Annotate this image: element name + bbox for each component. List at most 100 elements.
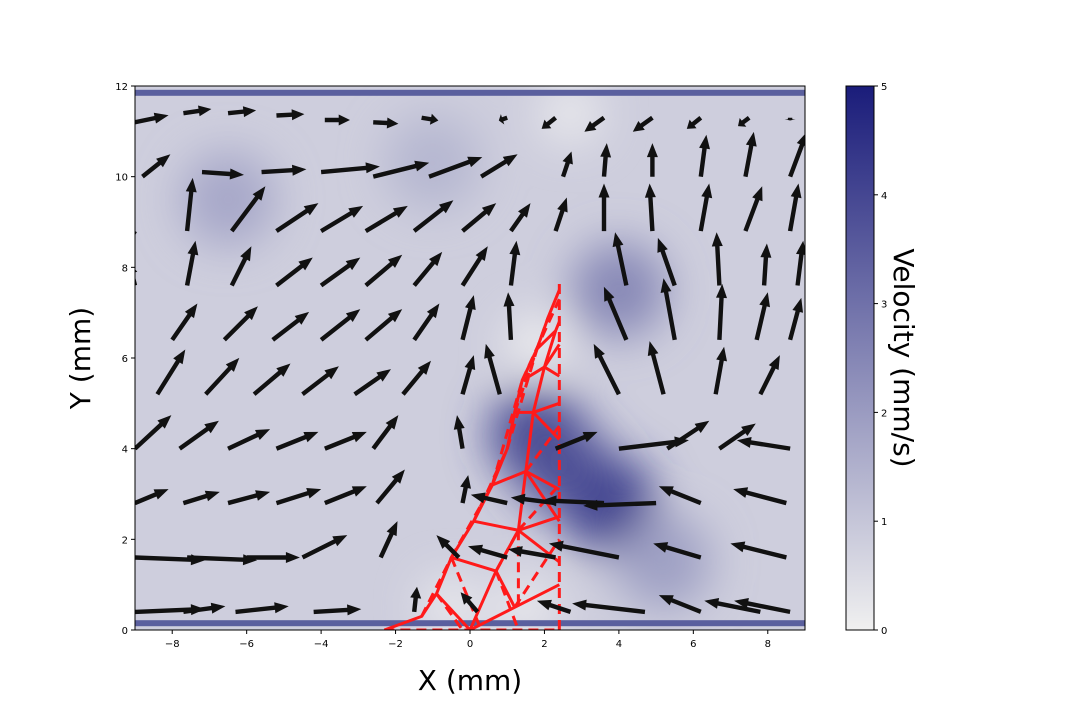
quiver-arrow [421,113,439,125]
x-axis-label: X (mm) [418,664,522,697]
quiver-arrow [666,420,710,451]
quiver-arrow [730,541,787,560]
overlay-solid-line [532,401,560,414]
colorbar-label: Velocity (mm/s) [887,248,920,467]
overlay-dashed-line [524,425,561,473]
quiver-arrow [498,114,508,125]
overlay-solid-line [543,343,561,368]
y-tick-label: 6 [122,354,128,365]
quiver-arrow [155,349,186,396]
quiver-arrow [276,109,305,121]
quiver-arrow [275,431,319,451]
quiver-arrow [301,366,339,396]
quiver-arrow [275,488,322,506]
quiver-arrow [229,246,252,287]
quiver-arrow [554,431,598,451]
x-tick-label: −2 [388,639,403,650]
quiver-arrow [743,131,757,178]
quiver-arrow [375,469,405,505]
channel-walls [135,89,805,627]
quiver-arrow [364,254,403,288]
quiver-arrow [572,599,646,615]
y-tick-label: 12 [115,82,128,93]
quiver-arrow [508,240,521,286]
quiver-arrow [704,598,761,614]
quiver-arrow [603,286,629,341]
quiver-arrow [743,186,763,232]
velocity-hotspot [384,115,481,212]
quiver-arrow [657,237,677,287]
velocity-lowspot [540,86,601,144]
quiver-arrow [711,232,723,286]
quiver-arrow [647,341,666,395]
quiver-arrow [364,309,403,342]
velocity-lowspot [495,577,556,630]
quiver-arrow [713,346,727,395]
quiver-arrow [470,492,508,506]
x-tick-label: −6 [239,639,254,650]
overlay-solid-line [524,470,561,523]
quiver-arrow [646,143,658,177]
quiver-arrow [484,343,502,395]
quiver-arrow [319,309,361,342]
x-tick-label: −8 [165,639,180,650]
quiver-arrow [301,535,348,560]
quiver-arrow [135,604,205,616]
quiver-arrow [371,415,399,450]
overlay-mesh [383,280,561,630]
quiver-arrow [252,363,291,396]
quiver-arrow [658,595,702,614]
overlay-dashed-line [435,592,464,630]
quiver-arrow [135,489,169,506]
quiver-arrow [461,203,497,233]
quiver-arrow [760,243,772,286]
velocity-hotspot [570,242,667,338]
quiver-arrow [135,112,169,125]
y-tick-label: 10 [115,173,128,184]
quiver-arrow [788,133,805,178]
quiver-arrow [787,183,802,232]
quiver-arrow [716,283,727,340]
quiver-arrow [653,542,702,560]
quiver-arrow [698,183,713,232]
quiver-arrow [612,232,629,286]
quiver-arrow [135,269,138,286]
quiver-arrow [235,602,289,615]
quiver-arrow [230,186,266,233]
colorbar-tick-label: 3 [881,300,887,311]
overlay-dashed-line [472,448,509,522]
colorbar-tick-label: 5 [881,82,887,93]
colorbar: 0 1 2 3 4 5 Velocity (mm/s) [845,82,920,637]
quiver-arrow [324,486,367,506]
x-tick-label: 4 [616,639,622,650]
quiver-arrow [320,205,364,233]
quiver-arrow [632,115,654,132]
quiver-arrow [660,278,677,341]
y-axis-label: Y (mm) [64,307,97,410]
quiver-arrow [436,535,461,559]
quiver-arrow [141,154,171,179]
quiver-arrow [182,490,220,506]
quiver-arrow [553,197,568,232]
overlay-dashed-line [517,483,561,532]
quiver-arrow [324,431,367,451]
quiver-arrow [246,552,300,563]
quiver-arrow [718,423,756,451]
quiver-arrow [600,143,612,177]
quiver-arrow [320,162,380,175]
quiver-arrow [795,240,805,286]
quiver-arrow [410,586,422,613]
quiver-arrow [271,311,310,342]
colorbar-gradient [845,85,875,631]
quiver-arrow [784,117,796,121]
channel-wall [135,89,805,96]
quiver-arrow [480,154,518,179]
quiver-arrow [541,116,557,129]
quiver-arrow [378,521,398,559]
quiver-arrow [261,164,307,176]
quiver-arrow [510,493,556,506]
colorbar-tick-label: 1 [881,517,887,528]
quiver-arrow [460,592,480,614]
colorbar-tick-label: 2 [881,408,887,419]
